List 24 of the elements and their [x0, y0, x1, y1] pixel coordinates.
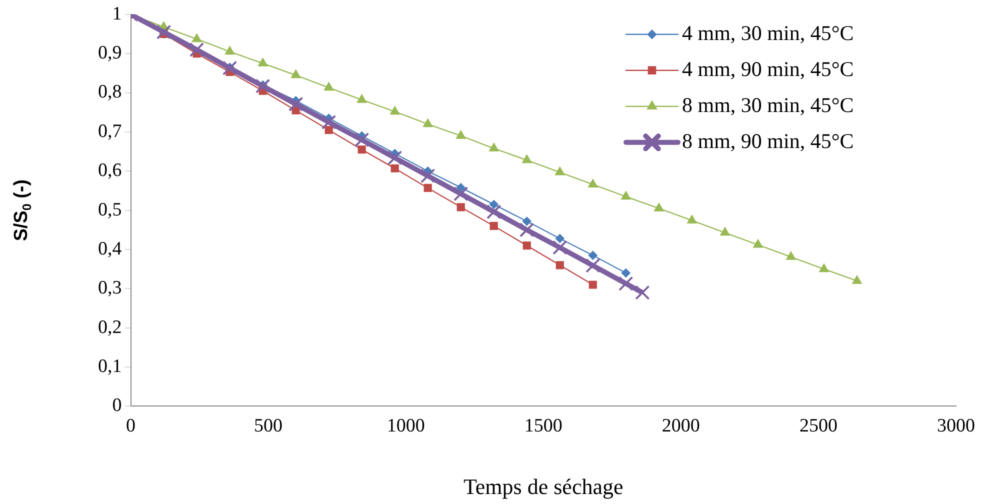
y-tick-label: 0,7 [98, 120, 122, 142]
legend-label: 8 mm, 30 min, 45°C [682, 92, 854, 117]
x-tick-label: 500 [254, 416, 283, 437]
legend-label: 4 mm, 30 min, 45°C [682, 20, 854, 45]
y-axis-title: S/S0 (-) [11, 179, 34, 242]
x-tick-label: 2500 [799, 416, 838, 437]
legend-label: 4 mm, 90 min, 45°C [682, 56, 854, 81]
x-axis-title: Temps de séchage [464, 474, 624, 499]
y-tick-label: 0,3 [98, 278, 122, 299]
y-tick-label: 0,8 [98, 82, 122, 103]
y-tick-label: 0,9 [98, 42, 122, 64]
y-tick-label: 0 [112, 395, 122, 416]
x-tick-label: 1500 [524, 416, 562, 437]
x-tick-label: 1000 [386, 416, 425, 437]
y-tick-label: 0,5 [98, 199, 122, 220]
y-tick-label: 0,2 [98, 316, 122, 338]
y-tick-label: 0,6 [98, 160, 122, 182]
x-tick-label: 2000 [662, 416, 700, 437]
x-tick-label: 0 [126, 416, 136, 437]
y-tick-label: 0,1 [98, 356, 122, 378]
x-tick-label: 3000 [937, 416, 975, 437]
y-tick-label: 0,4 [98, 238, 122, 260]
legend-label: 8 mm, 90 min, 45°C [682, 128, 854, 153]
y-tick-label: 1 [112, 3, 122, 24]
